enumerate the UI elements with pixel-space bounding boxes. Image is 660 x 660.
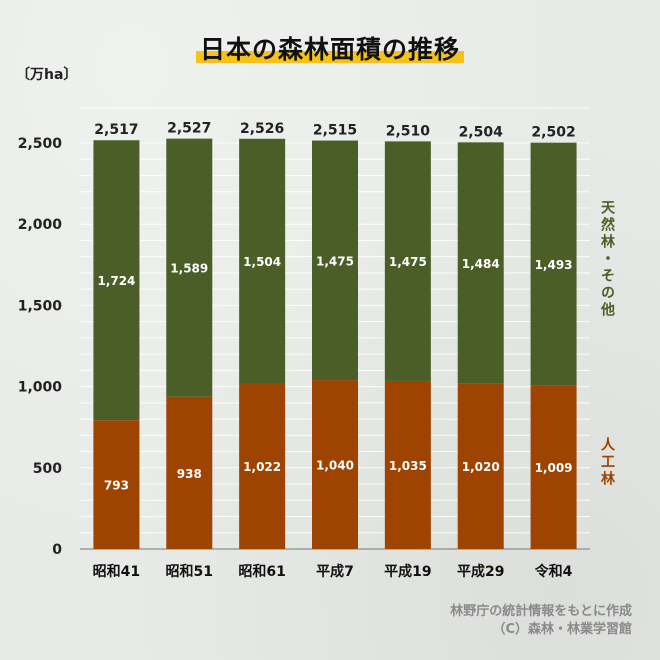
x-tick-label: 平成19	[384, 563, 431, 580]
data-label-natural: 1,475	[316, 254, 354, 268]
total-label: 2,504	[459, 124, 504, 140]
legend-planted-forest: 人工林	[599, 437, 615, 488]
bar-natural-3	[312, 140, 358, 381]
x-tick-label: 昭和61	[238, 564, 285, 580]
data-label-planted: 793	[104, 479, 129, 493]
bar-natural-6	[530, 142, 577, 386]
chart-title: 日本の森林面積の推移	[195, 30, 464, 66]
total-label: 2,527	[167, 121, 211, 137]
x-tick-label: 令和4	[534, 563, 573, 580]
bar-natural-2	[239, 138, 286, 384]
x-tick-label: 平成29	[457, 563, 504, 580]
bar-planted-3	[312, 380, 358, 549]
data-label-planted: 1,020	[462, 460, 500, 474]
bar-natural-5	[457, 142, 504, 384]
x-tick-label: 平成7	[316, 563, 354, 580]
bar-planted-1	[166, 396, 213, 549]
bar-planted-6	[530, 385, 577, 549]
total-label: 2,510	[386, 123, 431, 139]
data-label-planted: 1,040	[316, 459, 354, 473]
source-line-1: 林野庁の統計情報をもとに作成	[450, 604, 632, 619]
y-tick-label: 1,500	[18, 298, 63, 314]
bar-natural-4	[384, 141, 431, 381]
data-label-planted: 1,035	[389, 459, 427, 473]
source-line-2: （C）森林・林業学習館	[492, 622, 632, 637]
data-label-natural: 1,589	[170, 262, 208, 276]
x-tick-label: 昭和41	[93, 564, 140, 580]
data-label-natural: 1,504	[243, 255, 281, 269]
y-tick-label: 0	[52, 542, 62, 558]
data-label-natural: 1,484	[462, 257, 500, 271]
total-label: 2,515	[313, 123, 357, 139]
bar-planted-5	[457, 383, 504, 549]
legend-natural-forest: 天然林・その他	[599, 200, 615, 319]
bar-planted-2	[239, 383, 286, 549]
y-tick-label: 2,500	[18, 136, 63, 152]
data-label-planted: 1,009	[535, 461, 573, 475]
data-label-planted: 938	[177, 467, 202, 481]
title-wrap: 日本の森林面積の推移	[0, 30, 660, 66]
total-label: 2,502	[531, 125, 575, 141]
bar-planted-0	[93, 420, 140, 549]
data-label-planted: 1,022	[243, 460, 281, 474]
total-label: 2,517	[94, 122, 138, 138]
bar-natural-1	[166, 138, 213, 397]
data-label-natural: 1,493	[535, 258, 573, 272]
data-label-natural: 1,475	[389, 255, 427, 269]
y-tick-label: 2,000	[18, 217, 63, 233]
bar-planted-4	[384, 380, 431, 549]
data-label-natural: 1,724	[97, 274, 135, 288]
total-label: 2,526	[240, 121, 284, 137]
source-note: 林野庁の統計情報をもとに作成 （C）森林・林業学習館	[450, 603, 632, 639]
y-tick-label: 1,000	[18, 380, 63, 396]
bar-natural-0	[93, 140, 140, 421]
x-tick-label: 昭和51	[166, 564, 213, 580]
y-tick-label: 500	[33, 461, 62, 477]
y-axis-unit-label: 〔万ha〕	[16, 67, 78, 83]
